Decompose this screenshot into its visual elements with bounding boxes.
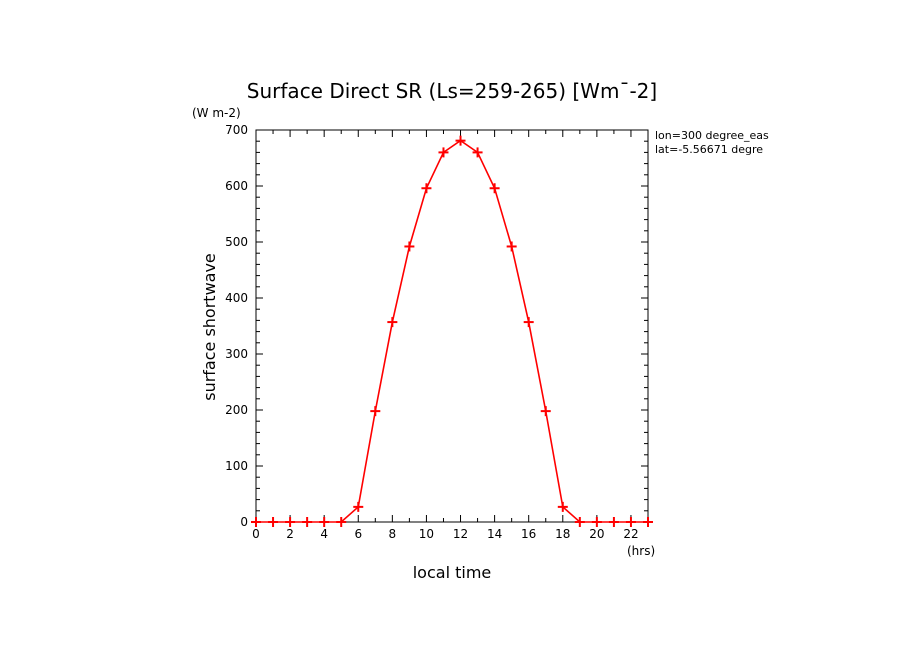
y-tick-label: 0 [240, 515, 248, 529]
data-point [489, 183, 500, 194]
data-point [625, 517, 636, 527]
y-unit-label: (W m-2) [192, 106, 241, 120]
x-axis-label: local time [413, 563, 492, 582]
annotation-lat: lat=-5.56671 degre [655, 143, 763, 156]
x-tick-label: 22 [623, 527, 638, 541]
data-point [540, 406, 551, 417]
plot-frame [255, 129, 649, 523]
data-point [608, 517, 619, 527]
x-tick-label: 10 [419, 527, 434, 541]
x-tick-label: 18 [555, 527, 570, 541]
annotation-lon: lon=300 degree_eas [655, 129, 769, 142]
y-axis-label: surface shortwave [200, 253, 219, 401]
y-tick-label: 600 [225, 179, 248, 193]
data-point [302, 517, 313, 527]
data-point [455, 135, 466, 146]
y-tick-label: 700 [225, 123, 248, 137]
x-tick-label: 16 [521, 527, 536, 541]
x-tick-label: 12 [453, 527, 468, 541]
x-tick-label: 0 [252, 527, 260, 541]
data-point [404, 241, 415, 252]
x-tick-label: 8 [389, 527, 397, 541]
data-point [438, 147, 449, 158]
y-tick-label: 500 [225, 235, 248, 249]
axes: 0 2 4 6 8 10 12 14 16 18 20 22 0 100 200 300 400 500 600 70… [225, 123, 649, 541]
y-tick-label: 200 [225, 403, 248, 417]
data-point [506, 241, 517, 252]
data-point [268, 517, 279, 527]
data-point [591, 517, 602, 527]
x-tick-label: 14 [487, 527, 502, 541]
data-point [643, 517, 653, 527]
x-tick-label: 6 [354, 527, 362, 541]
data-point [285, 517, 296, 527]
x-tick-label: 4 [320, 527, 328, 541]
x-unit-label: (hrs) [627, 544, 655, 558]
plot-marks [251, 135, 653, 527]
y-tick-label: 100 [225, 459, 248, 473]
data-point [251, 517, 261, 527]
data-point [319, 517, 330, 527]
chart-title: Surface Direct SR (Ls=259-265) [Wm¯-2] [247, 79, 657, 103]
data-point [421, 183, 432, 194]
data-point [557, 501, 568, 512]
data-point [353, 501, 364, 512]
data-point [574, 517, 585, 527]
y-tick-label: 400 [225, 291, 248, 305]
data-point [370, 406, 381, 417]
y-tick-label: 300 [225, 347, 248, 361]
data-point [387, 317, 398, 328]
data-point [336, 517, 347, 527]
data-point [472, 147, 483, 158]
data-point [523, 317, 534, 328]
x-tick-label: 2 [286, 527, 294, 541]
series-line [256, 139, 648, 523]
x-tick-label: 20 [589, 527, 604, 541]
